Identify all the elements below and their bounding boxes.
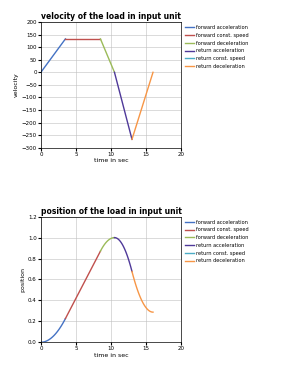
Title: position of the load in input unit: position of the load in input unit <box>41 207 181 216</box>
X-axis label: time in sec: time in sec <box>94 353 128 358</box>
Title: velocity of the load in input unit: velocity of the load in input unit <box>41 12 181 21</box>
Legend: forward acceleration, forward const. speed, forward deceleration, return acceler: forward acceleration, forward const. spe… <box>185 219 249 264</box>
Y-axis label: position: position <box>20 267 25 292</box>
X-axis label: time in sec: time in sec <box>94 158 128 163</box>
Legend: forward acceleration, forward const. speed, forward deceleration, return acceler: forward acceleration, forward const. spe… <box>185 25 249 69</box>
Y-axis label: velocity: velocity <box>14 72 19 97</box>
